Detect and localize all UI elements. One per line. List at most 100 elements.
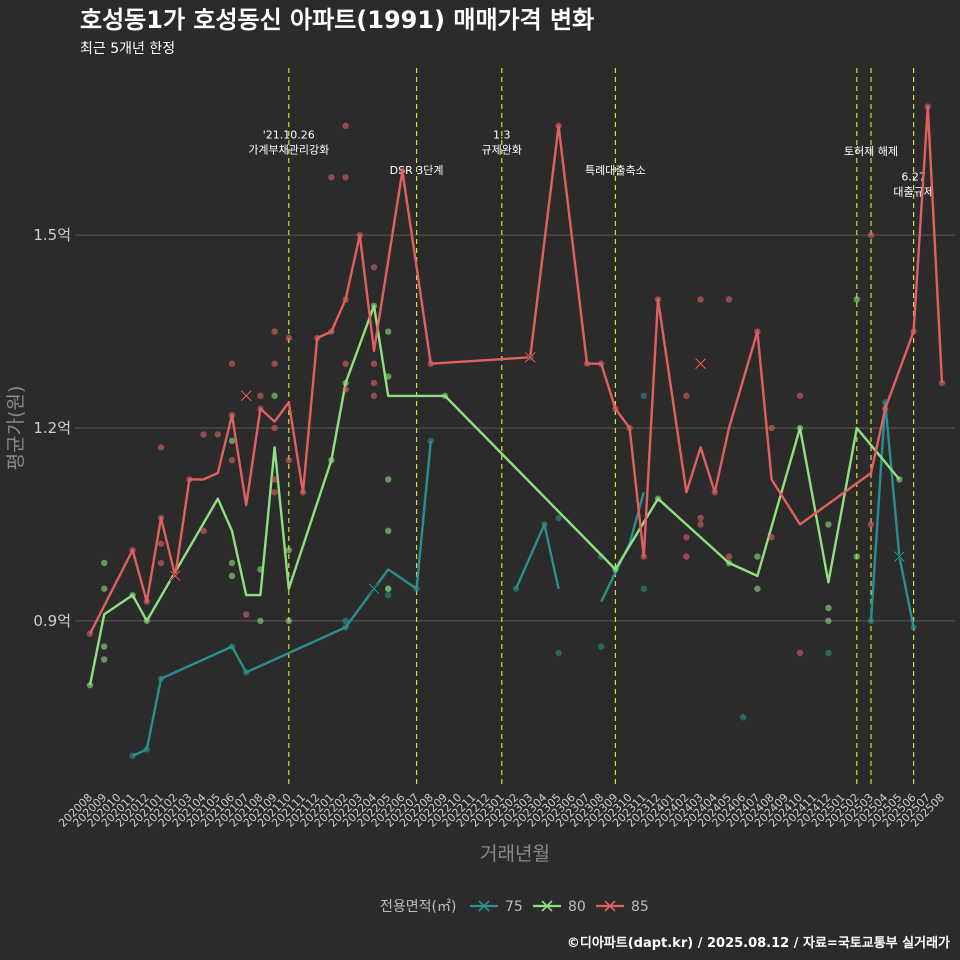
data-point	[271, 424, 278, 432]
legend-key-marker	[478, 900, 490, 912]
data-point	[342, 174, 349, 181]
data-point	[342, 617, 349, 625]
data-point	[825, 649, 832, 657]
legend-title: 전용면적(㎡)	[380, 899, 456, 915]
y-tick-label: 1.2억	[33, 419, 71, 437]
data-point	[825, 604, 832, 612]
data-point	[725, 296, 733, 303]
y-axis-title: 평균가(원)	[5, 386, 27, 471]
data-point	[740, 714, 747, 721]
data-point	[697, 296, 704, 303]
data-point	[101, 585, 108, 592]
legend: 전용면적(㎡) 75 80 85	[380, 899, 649, 915]
data-point	[271, 328, 278, 335]
event-label: DSR 3단계	[390, 164, 444, 177]
data-point	[796, 649, 804, 657]
data-point	[867, 231, 875, 239]
highlight-marker	[893, 551, 905, 562]
data-point	[768, 534, 775, 541]
data-point	[754, 585, 761, 592]
data-point	[725, 553, 733, 560]
legend-label: 85	[631, 899, 649, 915]
data-point	[228, 360, 236, 367]
legend-label: 75	[505, 899, 523, 915]
data-point	[853, 553, 860, 560]
series-80	[86, 296, 903, 689]
event-label: 가계부채관리강화	[248, 144, 329, 157]
data-point	[385, 585, 392, 592]
data-point	[825, 521, 832, 528]
series-line	[88, 304, 901, 686]
series-layer	[86, 103, 946, 760]
data-point	[285, 546, 292, 554]
data-point	[243, 611, 250, 618]
data-point	[257, 392, 264, 400]
data-point	[271, 476, 278, 483]
grid-lines	[75, 234, 955, 622]
data-point	[214, 431, 221, 438]
data-point	[825, 617, 832, 625]
data-point	[328, 174, 335, 181]
highlight-marker	[368, 583, 380, 595]
data-point	[598, 643, 605, 650]
event-label: 6.27	[901, 171, 926, 184]
legend-key-marker	[604, 900, 616, 912]
data-point	[342, 122, 349, 130]
data-point	[385, 476, 392, 483]
event-label: '21.10.26	[263, 129, 315, 142]
data-point	[271, 360, 278, 367]
legend-key-marker	[541, 900, 553, 912]
data-point	[370, 379, 378, 387]
data-point	[157, 540, 165, 547]
x-axis-title: 거래년월	[480, 843, 550, 865]
chart-title: 호성동1가 호성동신 아파트(1991) 매매가격 변화	[80, 6, 594, 34]
data-point	[342, 360, 349, 367]
data-point	[157, 444, 165, 451]
y-axis: 0.9억 1.2억 1.5억	[33, 226, 71, 630]
data-point	[285, 334, 292, 342]
data-point	[853, 296, 860, 303]
data-point	[867, 521, 875, 528]
highlight-marker	[169, 570, 181, 582]
data-point	[101, 559, 108, 567]
highlight-marker	[240, 390, 252, 402]
data-point	[228, 456, 236, 464]
data-point	[271, 392, 278, 400]
data-point	[101, 656, 108, 663]
event-label: 대출규제	[893, 186, 933, 199]
data-point	[768, 424, 775, 432]
data-point	[796, 392, 804, 400]
data-point	[101, 643, 108, 650]
data-point	[683, 553, 690, 560]
data-point	[640, 392, 647, 400]
data-point	[370, 264, 378, 271]
series-line	[869, 401, 915, 628]
event-label: 1.3	[493, 129, 511, 142]
series-85	[86, 103, 946, 657]
legend-label: 80	[568, 899, 586, 915]
event-label: 특례대출축소	[585, 164, 646, 177]
data-point	[200, 431, 207, 438]
data-point	[640, 585, 647, 592]
highlight-marker	[524, 351, 536, 363]
chart-caption: ©디아파트(dapt.kr) / 2025.08.12 / 자료=국토교통부 실…	[567, 935, 950, 951]
data-point	[257, 617, 264, 625]
data-point	[342, 386, 349, 393]
data-point	[157, 559, 165, 567]
event-label: 규제완화	[482, 144, 522, 157]
data-point	[271, 489, 278, 496]
highlight-marker	[695, 358, 707, 370]
event-label: 토허제 해제	[844, 144, 898, 158]
data-point	[370, 392, 378, 400]
data-point	[228, 437, 236, 445]
data-point	[697, 521, 704, 528]
data-point	[228, 559, 236, 567]
data-point	[385, 527, 392, 535]
series-line	[132, 440, 432, 757]
data-point	[228, 572, 236, 580]
data-point	[285, 456, 292, 464]
data-point	[555, 514, 562, 522]
